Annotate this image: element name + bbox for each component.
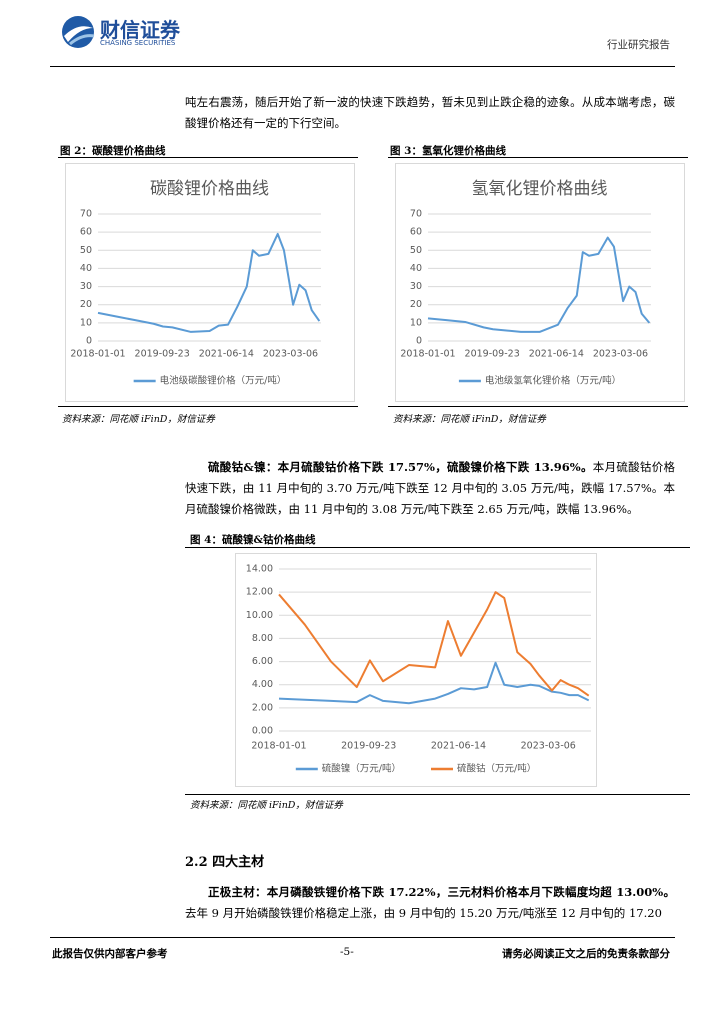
rule [50, 937, 675, 938]
y-tick-label: 20 [410, 299, 422, 310]
y-tick-label: 30 [410, 281, 422, 292]
y-tick-label: 2.00 [252, 702, 273, 713]
y-tick-label: 14.00 [246, 564, 273, 575]
paragraph-text: 本月硫酸钴价格快速下跌，由 11 月中旬的 3.70 万元/吨下跌至 12 月中… [185, 460, 675, 516]
y-tick-label: 4.00 [252, 679, 273, 690]
chart-title: 碳酸锂价格曲线 [150, 179, 269, 199]
legend-label: 电池级氢氧化锂价格（万元/吨） [485, 375, 621, 387]
rule [185, 794, 690, 795]
figure-caption: 图 2：碳酸锂价格曲线 [60, 145, 166, 157]
x-tick-label: 2021-06-14 [529, 349, 584, 360]
series-line [427, 236, 651, 333]
source: 资料来源：同花顺 iFinD，财信证券 [62, 414, 215, 425]
source: 资料来源：同花顺 iFinD，财信证券 [190, 800, 343, 811]
x-tick-label: 2021-06-14 [431, 741, 486, 752]
x-tick-label: 2018-01-01 [400, 349, 455, 360]
y-tick-label: 8.00 [252, 633, 273, 644]
rule [185, 547, 690, 548]
legend-label: 硫酸钴（万元/吨） [457, 763, 536, 775]
paragraph-lead: 硫酸钴&镍：本月硫酸钴价格下跌 17.57%，硫酸镍价格下跌 13.96%。 [208, 460, 593, 474]
y-tick-label: 0 [416, 336, 422, 347]
x-tick-label: 2021-06-14 [199, 349, 254, 360]
y-tick-label: 10 [410, 317, 422, 328]
paragraph-text: 去年 9 月开始磷酸铁锂价格稳定上涨，由 9 月中旬的 15.20 万元/吨涨至… [185, 906, 662, 920]
section-heading: 2.2 四大主材 [185, 855, 265, 870]
chart-title: 氢氧化锂价格曲线 [472, 179, 608, 199]
x-tick-label: 2019-09-23 [135, 349, 190, 360]
series-line [278, 591, 590, 697]
paragraph: 硫酸钴&镍：本月硫酸钴价格下跌 17.57%，硫酸镍价格下跌 13.96%。本月… [185, 457, 675, 520]
legend-label: 电池级碳酸锂价格（万元/吨） [160, 375, 287, 387]
y-tick-label: 60 [80, 227, 92, 238]
paragraph: 吨左右震荡，随后开始了新一波的快速下跌趋势，暂未见到止跌企稳的迹象。从成本端考虑… [185, 95, 675, 130]
footer-left: 此报告仅供内部客户参考 [52, 948, 168, 960]
y-tick-label: 10 [80, 317, 92, 328]
x-tick-label: 2023-03-06 [593, 349, 648, 360]
footer-right: 请务必阅读正文之后的免责条款部分 [502, 948, 670, 960]
y-tick-label: 40 [80, 263, 92, 274]
y-tick-label: 40 [410, 263, 422, 274]
chart: 碳酸锂价格曲线 0 10 20 30 40 50 60 70 2018-01-01 2019-09-… [65, 163, 355, 402]
y-tick-label: 20 [80, 299, 92, 310]
paragraph: 正极主材：本月磷酸铁锂价格下跌 17.22%，三元材料价格本月下跌幅度均超 13… [185, 882, 675, 924]
x-tick-label: 2018-01-01 [70, 349, 125, 360]
chart: 0.00 2.00 4.00 6.00 8.00 10.00 12.00 14.00 2018-… [235, 553, 597, 787]
series-line [97, 232, 321, 333]
logo-icon [62, 16, 95, 48]
x-tick-label: 2019-09-23 [465, 349, 520, 360]
chart: 氢氧化锂价格曲线 0 10 20 30 40 50 60 70 2018-01-01 2019-09… [395, 163, 685, 402]
rule [388, 157, 688, 158]
y-tick-label: 60 [410, 227, 422, 238]
y-tick-label: 30 [80, 281, 92, 292]
page-number: -5- [340, 946, 354, 958]
y-tick-label: 6.00 [252, 656, 273, 667]
figure-caption: 图 4：硫酸镍&钴价格曲线 [190, 534, 316, 546]
x-tick-label: 2023-03-06 [263, 349, 318, 360]
y-tick-label: 50 [410, 245, 422, 256]
x-tick-label: 2018-01-01 [251, 741, 306, 752]
y-tick-label: 0.00 [252, 726, 273, 737]
rule [388, 406, 688, 407]
paragraph-lead: 正极主材：本月磷酸铁锂价格下跌 17.22%，三元材料价格本月下跌幅度均超 13… [208, 885, 675, 899]
y-tick-label: 12.00 [246, 587, 273, 598]
y-tick-label: 50 [80, 245, 92, 256]
rule [58, 157, 358, 158]
source: 资料来源：同花顺 iFinD，财信证券 [393, 414, 546, 425]
legend-label: 硫酸镍（万元/吨） [322, 763, 401, 775]
rule [58, 406, 358, 407]
y-tick-label: 10.00 [246, 610, 273, 621]
report-type: 行业研究报告 [607, 39, 670, 51]
x-tick-label: 2019-09-23 [341, 741, 396, 752]
series-line [278, 661, 590, 705]
logo-name: 财信证券 [100, 18, 180, 42]
y-tick-label: 70 [80, 209, 92, 220]
y-tick-label: 0 [86, 336, 92, 347]
y-tick-label: 70 [410, 209, 422, 220]
rule [50, 66, 675, 67]
logo-en: CHASING SECURITIES [100, 39, 176, 47]
x-tick-label: 2023-03-06 [521, 741, 576, 752]
figure-caption: 图 3：氢氧化锂价格曲线 [390, 145, 506, 157]
